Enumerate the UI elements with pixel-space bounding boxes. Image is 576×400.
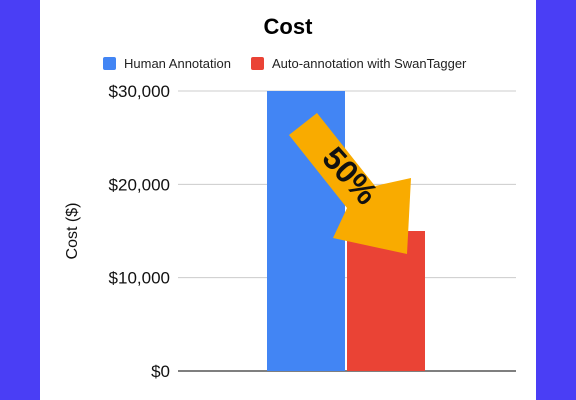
legend-swatch-human [103, 56, 116, 70]
annotation-arrow [289, 113, 411, 254]
chart-title: Cost [263, 14, 313, 39]
y-tick-label-0: $0 [151, 362, 170, 381]
legend-label-auto: Auto-annotation with SwanTagger [271, 55, 467, 71]
legend-label-human: Human Annotation [124, 55, 231, 71]
y-axis-title: Cost ($) [64, 203, 81, 260]
y-tick-label-3: $30,000 [109, 82, 170, 101]
y-tick-label-2: $20,000 [109, 175, 170, 194]
bar-1 [347, 231, 425, 371]
legend-item-human: Human Annotation [103, 56, 231, 71]
legend-item-auto: Auto-annotation with SwanTagger [250, 55, 467, 71]
y-tick-label-1: $10,000 [109, 269, 170, 288]
chart-legend: Human Annotation Auto-annotation with Sw… [103, 54, 486, 72]
legend-swatch-auto [250, 56, 264, 70]
